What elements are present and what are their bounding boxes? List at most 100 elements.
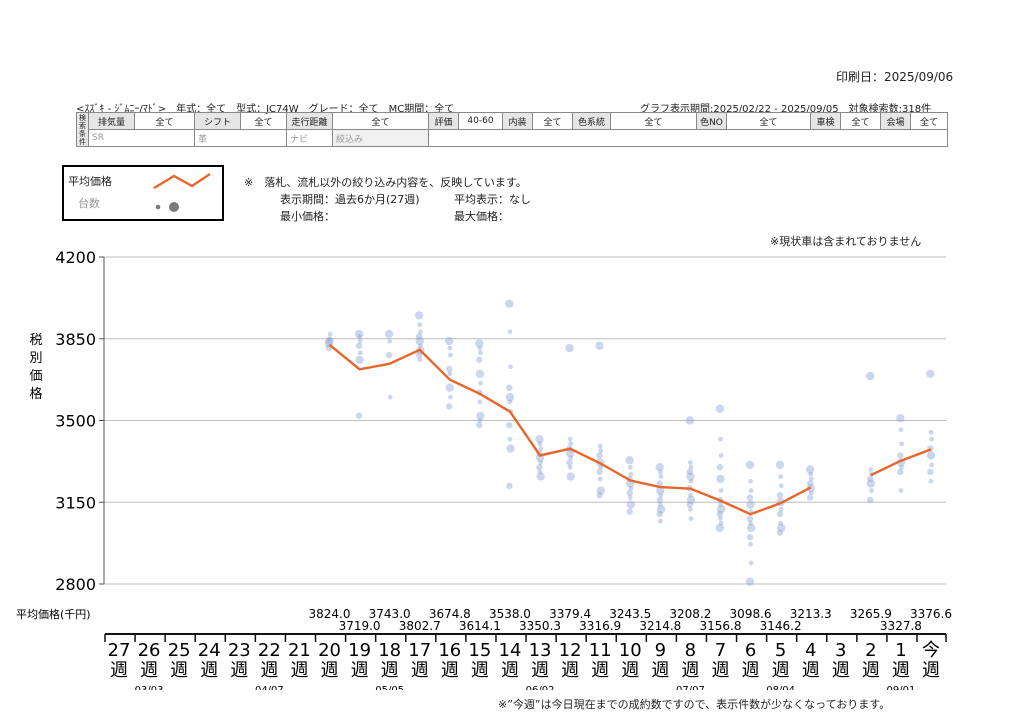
count-dot — [808, 471, 814, 477]
count-dot — [566, 459, 573, 466]
date-label: 05/05 — [375, 685, 404, 690]
week-suffix: 週 — [441, 660, 459, 681]
avg-value-label: 3802.7 — [399, 619, 441, 633]
filter-value-venue: 全て — [910, 112, 948, 130]
note-mark: ※ — [244, 176, 254, 189]
count-dot — [777, 523, 786, 533]
count-dot — [476, 421, 483, 429]
avg-value-label: 3674.8 — [429, 607, 471, 621]
week-suffix: 週 — [621, 660, 639, 681]
count-dot — [596, 468, 603, 476]
week-suffix: 週 — [591, 660, 609, 681]
avg-value-label: 3376.6 — [910, 607, 952, 621]
count-dot — [627, 464, 633, 470]
week-number: 25 — [168, 640, 191, 661]
count-dot — [628, 485, 634, 491]
count-dot — [715, 523, 725, 533]
week-suffix: 週 — [832, 660, 850, 681]
legend-count-label: 台数 — [78, 197, 100, 210]
count-dot — [688, 492, 693, 498]
count-dot — [598, 448, 604, 454]
filter-value-mileage: 全て — [332, 112, 429, 130]
count-dot — [926, 369, 935, 378]
count-dot — [357, 350, 363, 356]
count-dot — [385, 351, 393, 359]
count-dot — [357, 334, 362, 339]
count-dot — [778, 506, 784, 512]
count-dot — [596, 486, 605, 495]
count-dot — [537, 469, 543, 475]
avg-value-label: 3098.6 — [730, 607, 772, 621]
count-dot — [748, 488, 754, 493]
filter-label-mileage: 走行距離 — [286, 112, 333, 130]
week-number: 27 — [108, 640, 131, 661]
count-dot — [537, 441, 543, 447]
week-number: 7 — [715, 640, 726, 661]
week-suffix: 週 — [230, 660, 248, 681]
avg-value-label: 3213.3 — [790, 607, 832, 621]
avg-value-label: 3265.9 — [850, 607, 892, 621]
week-number: 21 — [288, 640, 311, 661]
week-number: 19 — [348, 640, 371, 661]
count-dot — [688, 516, 694, 521]
y-tick-label: 3500 — [55, 412, 96, 431]
avg-value-label: 3719.0 — [339, 619, 381, 633]
count-dot — [445, 383, 455, 392]
count-dot — [716, 505, 726, 514]
count-dot — [626, 508, 633, 515]
count-dot — [716, 464, 724, 471]
date-label: 09/01 — [887, 685, 916, 690]
count-dot — [535, 434, 544, 444]
week-number: 4 — [805, 640, 816, 661]
count-dot — [598, 464, 604, 470]
note-filter-text: 落札、流札以外の絞り込み内容を、反映しています。 — [264, 176, 527, 189]
y-tick-label: 3150 — [55, 493, 96, 512]
count-dot — [898, 427, 904, 433]
filter-value-shift: 全て — [240, 112, 287, 130]
count-dot — [508, 364, 513, 370]
filter-label-inspection: 車検 — [810, 112, 841, 130]
avg-value-label: 3208.2 — [669, 607, 711, 621]
count-dot — [896, 413, 905, 423]
week-suffix: 週 — [742, 660, 760, 681]
count-dot — [745, 460, 755, 470]
count-dot — [808, 490, 814, 496]
week-number: 16 — [438, 640, 461, 661]
count-dot — [746, 523, 756, 533]
print-date: 印刷日：2025/09/06 — [836, 70, 954, 84]
avg-price-line — [870, 448, 932, 477]
count-dot — [478, 380, 483, 386]
count-dot — [686, 501, 694, 508]
count-dot — [355, 342, 363, 349]
count-dot — [507, 436, 513, 442]
count-dot — [869, 488, 874, 493]
count-dot — [867, 475, 874, 483]
count-dot — [448, 394, 453, 400]
count-dot — [387, 338, 393, 344]
count-dot — [656, 496, 663, 504]
count-dot — [748, 541, 753, 547]
week-number: 10 — [619, 640, 642, 661]
count-dot — [507, 399, 513, 405]
count-dot — [384, 329, 394, 339]
note-period: 表示期間：過去6か月(27週) — [280, 193, 420, 206]
filter-option-narrow: 絞込み — [332, 129, 429, 147]
y-axis-label-char: 税 — [29, 333, 42, 348]
count-dot — [658, 492, 664, 498]
avg-value-label: 3350.3 — [519, 619, 561, 633]
filter-empty-area — [428, 129, 948, 147]
count-dot — [688, 506, 693, 512]
count-dot — [718, 436, 723, 442]
week-suffix: 週 — [892, 660, 910, 681]
count-dot — [866, 371, 875, 381]
week-suffix: 週 — [501, 660, 519, 681]
count-dot — [928, 429, 934, 435]
count-dot — [415, 333, 423, 340]
notes-block: ※ 落札、流札以外の絞り込み内容を、反映しています。 表示期間：過去6か月(27… — [244, 174, 531, 225]
week-suffix: 週 — [200, 660, 218, 681]
count-dot — [899, 464, 904, 470]
count-dot — [417, 357, 423, 363]
count-dot — [327, 336, 332, 342]
count-dot — [778, 483, 784, 489]
count-dot — [415, 351, 423, 359]
